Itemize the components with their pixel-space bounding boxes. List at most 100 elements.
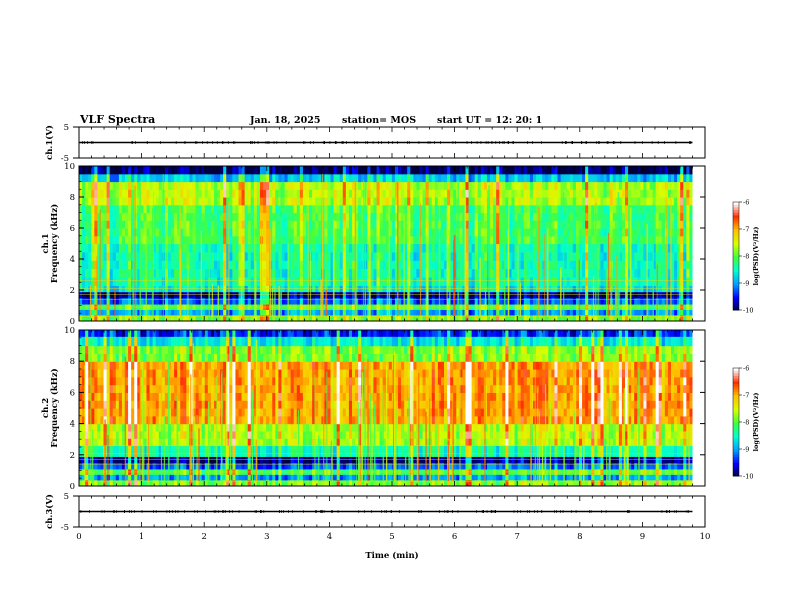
ch1-spectrogram-cell [477, 235, 482, 245]
ch1-spectrogram-cell [385, 260, 390, 270]
ch1-spectrogram-cell [241, 260, 246, 270]
ch1-spectrogram-cell [109, 173, 114, 183]
ch1-spectrogram-cell [517, 260, 522, 270]
ch1-spectrogram-cell [462, 243, 467, 253]
ch1-spectrogram-cell [121, 166, 126, 175]
ch1-spectrogram-cell [198, 212, 203, 221]
ch1-spectrogram-cell [554, 189, 559, 198]
ch1-spectrogram-cell [171, 314, 175, 321]
ch1-spectrogram-cell [272, 235, 276, 245]
ch1-spectrogram-cell [677, 212, 681, 221]
ch1-spectrogram-cell [471, 181, 476, 190]
ch1-spectrogram-cell [499, 189, 503, 198]
ch1-spectrogram-cell [358, 228, 362, 237]
ch1-spectrogram-cell [591, 251, 595, 261]
ch1-spectrogram-cell [186, 212, 191, 221]
ch2-spectrogram-cell [100, 462, 105, 470]
ch1-spectrogram-cell [238, 181, 243, 190]
ch1-spectrogram-cell [309, 243, 313, 253]
ch1-spectrogram-cell [180, 251, 184, 261]
ch1-spectrogram-cell [661, 251, 666, 261]
ch1-spectrogram-cell [465, 189, 470, 198]
ch1-spectrogram-cell [241, 276, 246, 286]
ch1-spectrogram-cell [137, 181, 141, 190]
colorbar-segment [733, 212, 739, 216]
ch1-spectrogram-cell [640, 268, 645, 278]
ch1-spectrogram-cell [413, 173, 418, 183]
ch1-spectrogram-cell [269, 166, 273, 175]
ch1-spectrogram-cell [146, 228, 151, 237]
ch1-spectrogram-cell [554, 309, 559, 316]
ch1-spectrogram-cell [241, 251, 246, 261]
ch1-spectrogram-cell [490, 228, 494, 237]
ch1-spectrogram-cell [361, 181, 365, 190]
ch1-spectrogram-cell [189, 243, 194, 253]
ch1-spectrogram-cell [600, 235, 605, 245]
ch1-spectrogram-cell [658, 204, 663, 214]
ch1-spectrogram-cell [164, 228, 169, 237]
ch1-spectrogram-cell [444, 309, 448, 316]
ch1-spectrogram-cell [210, 166, 215, 175]
ch1-spectrogram-cell [667, 243, 672, 253]
ch1-spectrogram-cell [585, 189, 589, 198]
ch1-spectrogram-cell [275, 189, 279, 198]
ch1-spectrogram-cell [529, 251, 534, 261]
ch1-spectrogram-cell [597, 189, 602, 198]
ch1-spectrogram-cell [459, 260, 464, 270]
ch1-spectrogram-cell [195, 314, 200, 321]
ch1-spectrogram-cell [158, 251, 163, 261]
ch1-spectrogram-cell [459, 309, 464, 316]
ch1-spectrogram-cell [493, 314, 497, 321]
ch1-spectrogram-cell [281, 181, 286, 190]
ch1-spectrogram-cell [302, 212, 307, 221]
ch1-spectrogram-cell [361, 268, 365, 278]
ch1-spectrogram-cell [471, 309, 476, 316]
ch1-spectrogram-cell [103, 197, 108, 206]
ch1-spectrogram-cell [183, 235, 187, 245]
ch1-spectrogram-cell [85, 243, 89, 253]
ch1-spectrogram-cell [465, 173, 470, 183]
ch1-spectrogram-cell [226, 173, 230, 183]
ch1-spectrogram-cell [140, 173, 145, 183]
ch1-spectrogram-cell [143, 235, 148, 245]
ch1-spectrogram-cell [416, 220, 421, 229]
ch1-spectrogram-cell [364, 166, 368, 175]
ch1-spectrogram-cell [474, 197, 479, 206]
ch1-spectrogram-cell [404, 314, 408, 321]
ch1-spectrogram-cell [358, 260, 362, 270]
ch1-spectrogram-cell [689, 251, 693, 261]
ch1-spectrogram-cell [434, 212, 439, 221]
ch1-spectrogram-cell [643, 268, 648, 278]
ch1-spectrogram-cell [370, 181, 375, 190]
ch1-spectrogram-cell [551, 251, 556, 261]
ch1-spectrogram-cell [137, 173, 141, 183]
ch1-spectrogram-cell [134, 189, 138, 198]
ch1-spectrogram-cell [195, 268, 200, 278]
ch2-spectrogram-cell [100, 479, 105, 486]
ch1-spectrogram-ytick-label: 0 [70, 317, 75, 327]
ch1-spectrogram-cell [180, 260, 184, 270]
ch1-spectrogram-cell [263, 276, 267, 286]
ch2-spectrogram-cell [85, 384, 89, 393]
ch1-spectrogram-cell [256, 297, 261, 305]
ch1-spectrogram-cell [523, 260, 528, 270]
ch1-spectrogram-cell [272, 204, 276, 214]
ch1-spectrogram-cell [609, 212, 614, 221]
ch2-spectrogram-cell [91, 384, 95, 393]
ch1-spectrogram-cell [91, 228, 95, 237]
ch1-spectrogram-cell [606, 197, 611, 206]
ch1-spectrogram-cell [646, 235, 651, 245]
ch1-spectrogram-cell [416, 173, 421, 183]
ch1-spectrogram-cell [529, 260, 534, 270]
ch1-spectrogram-cell [661, 197, 666, 206]
ch1-spectrogram-cell [158, 173, 163, 183]
ch1-spectrogram-cell [100, 251, 105, 261]
ch1-spectrogram-cell [536, 297, 540, 305]
ch1-spectrogram-cell [186, 173, 191, 183]
ch1-spectrogram-cell [379, 309, 384, 316]
ch1-spectrogram-cell [192, 189, 197, 198]
ch1-spectrogram-cell [508, 251, 513, 261]
ch1-spectrogram-cell [367, 181, 372, 190]
ch1-spectrogram-cell [275, 309, 279, 316]
ch1-spectrogram-cell [410, 197, 414, 206]
